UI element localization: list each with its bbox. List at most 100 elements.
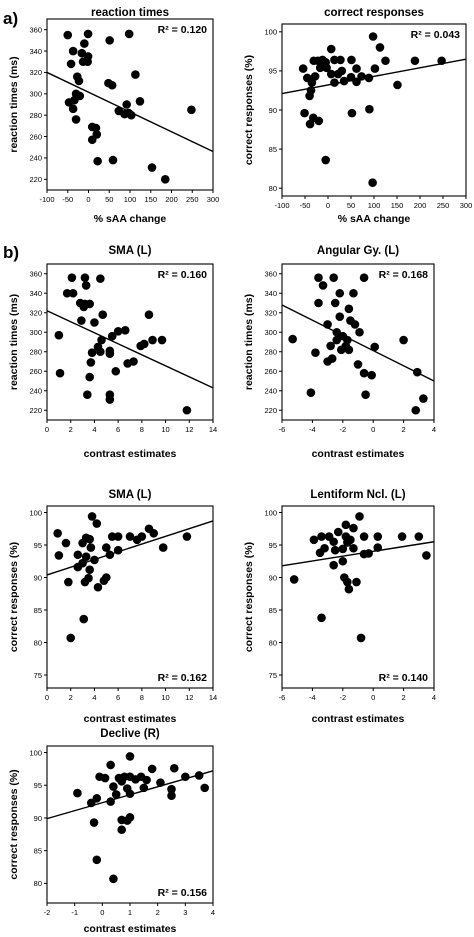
chart-title: SMA (L) xyxy=(108,245,151,257)
y-tick-label: 360 xyxy=(264,270,277,279)
data-point xyxy=(107,80,117,90)
data-point xyxy=(167,784,176,794)
chart-rt-sma: SMA (L) 0 2 4 6 8 10 12 14 220 240 260 280 300 320 340 3… xyxy=(8,245,217,460)
y-axis-label: reaction times (ms) xyxy=(8,56,20,152)
y-axis-label: correct responses (%) xyxy=(8,769,20,879)
y-tick-label: 280 xyxy=(29,111,42,120)
data-point xyxy=(53,529,62,538)
data-point xyxy=(105,395,115,404)
data-point xyxy=(349,543,358,553)
data-point xyxy=(339,76,349,86)
data-point xyxy=(326,44,336,54)
data-point xyxy=(111,366,121,376)
x-tick-label: -50 xyxy=(62,195,73,204)
data-point xyxy=(100,773,110,783)
r-squared-annotation: R² = 0.120 xyxy=(158,24,207,36)
data-point xyxy=(66,633,76,643)
data-point xyxy=(63,30,73,40)
data-point xyxy=(139,783,149,793)
data-point xyxy=(338,556,348,566)
data-point xyxy=(131,775,140,784)
data-point xyxy=(410,56,420,66)
chart-cr-lentiform: Lentiform Ncl. (L) -6 -4 -2 0 2 4 75 80 85 90 95 100… xyxy=(243,489,436,725)
y-axis-label: correct responses (%) xyxy=(8,542,20,652)
y-tick-label: 100 xyxy=(29,508,42,517)
x-tick-label: 200 xyxy=(414,201,427,210)
data-point xyxy=(71,115,81,124)
plot-frame xyxy=(46,263,214,421)
regression-line xyxy=(46,520,214,576)
data-point xyxy=(85,372,94,382)
x-tick-label: 10 xyxy=(161,693,169,702)
r-squared-annotation: R² = 0.043 xyxy=(411,29,460,41)
data-point xyxy=(330,78,339,87)
y-tick-label: 260 xyxy=(264,367,277,376)
data-point xyxy=(182,532,192,541)
x-tick-label: 250 xyxy=(437,201,450,210)
y-tick-label: 240 xyxy=(29,387,42,396)
data-point xyxy=(355,327,364,337)
data-point xyxy=(329,537,338,547)
data-point xyxy=(368,32,378,41)
data-point xyxy=(113,545,123,555)
x-axis-label: contrast estimates xyxy=(84,923,177,935)
data-point xyxy=(101,543,111,552)
x-tick-label: 4 xyxy=(432,693,436,702)
data-point xyxy=(381,56,390,66)
data-point xyxy=(107,532,117,541)
x-tick-label: 100 xyxy=(124,195,137,204)
y-tick-label: 220 xyxy=(29,175,42,184)
data-point xyxy=(419,394,428,403)
data-point xyxy=(64,577,73,587)
data-point xyxy=(314,273,323,282)
data-point xyxy=(54,551,64,560)
data-point xyxy=(330,545,340,555)
x-tick-label: -6 xyxy=(279,693,286,702)
data-point xyxy=(106,760,115,770)
data-point xyxy=(347,55,356,65)
data-point xyxy=(317,532,326,541)
y-tick-label: 320 xyxy=(29,68,42,77)
plot-frame xyxy=(281,263,435,421)
data-point xyxy=(315,63,325,73)
data-point xyxy=(68,104,78,114)
r-squared-annotation: R² = 0.156 xyxy=(158,887,207,899)
data-point xyxy=(160,175,170,184)
data-point xyxy=(332,335,342,345)
data-point xyxy=(90,318,99,327)
r-squared-annotation: R² = 0.140 xyxy=(379,672,428,684)
data-point xyxy=(92,130,102,139)
data-point xyxy=(306,388,316,398)
y-tick-label: 340 xyxy=(264,289,277,298)
data-point xyxy=(117,777,126,786)
x-tick-label: 3 xyxy=(183,908,187,917)
x-tick-label: -4 xyxy=(309,425,316,434)
r-squared-annotation: R² = 0.162 xyxy=(158,672,207,684)
data-point xyxy=(84,573,93,583)
data-point xyxy=(356,633,366,643)
data-point xyxy=(300,108,309,118)
data-point xyxy=(87,512,97,521)
plot-frame xyxy=(281,23,467,197)
data-point xyxy=(338,544,348,554)
y-tick-label: 75 xyxy=(269,671,277,680)
data-point xyxy=(97,335,106,345)
regression-line xyxy=(46,310,214,389)
x-tick-label: 4 xyxy=(92,693,96,702)
x-tick-label: -100 xyxy=(39,195,54,204)
plot-frame xyxy=(46,745,214,904)
data-point xyxy=(158,543,168,552)
x-tick-label: 2 xyxy=(69,425,73,434)
x-tick-label: 0 xyxy=(86,195,90,204)
x-tick-label: 2 xyxy=(69,693,73,702)
data-point xyxy=(120,326,130,335)
plot-frame xyxy=(281,505,435,689)
data-point xyxy=(333,69,343,79)
data-point xyxy=(330,55,339,65)
data-point xyxy=(373,543,383,552)
chart-title: Lentiform Ncl. (L) xyxy=(310,489,405,501)
x-tick-label: 0 xyxy=(371,425,375,434)
data-point xyxy=(62,288,72,298)
data-point xyxy=(80,273,90,282)
data-point xyxy=(181,772,190,782)
